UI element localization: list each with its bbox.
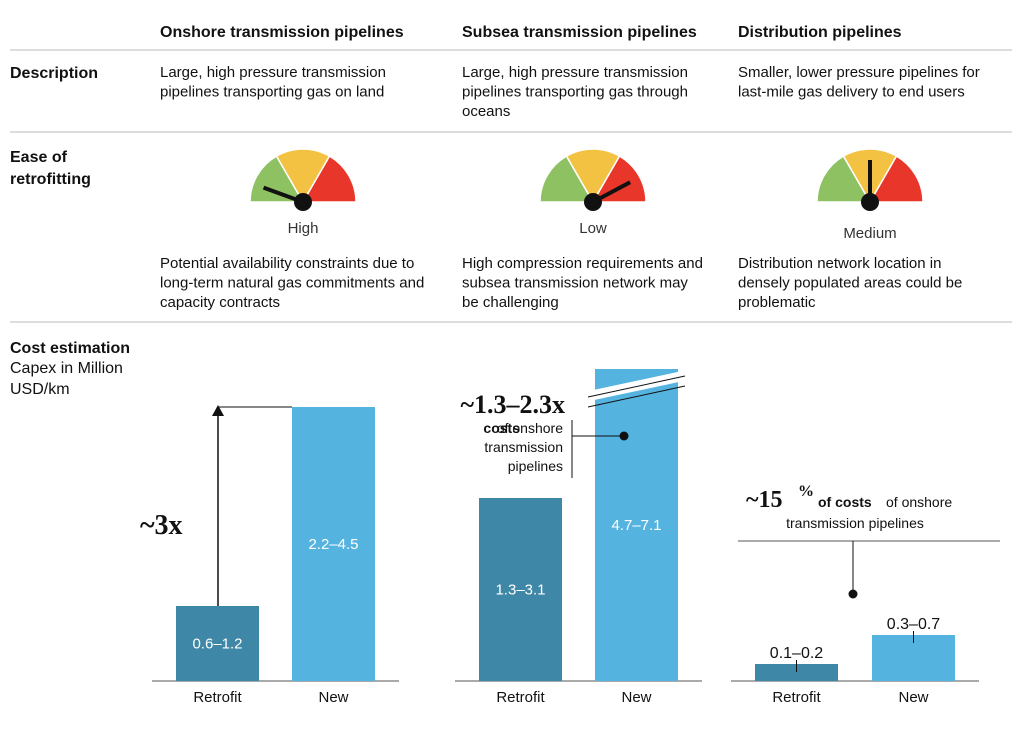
note-text: long-term natural gas commitments and bbox=[160, 275, 424, 292]
break-line bbox=[587, 375, 686, 398]
gauge-segment bbox=[816, 155, 872, 203]
gauge-segment bbox=[591, 155, 647, 203]
gauge-hub bbox=[294, 193, 312, 211]
note-text: densely populated areas could be bbox=[738, 275, 962, 292]
row-label: retrofitting bbox=[10, 171, 91, 188]
description-text: pipelines transporting gas on land bbox=[160, 84, 384, 101]
category-label: Retrofit bbox=[772, 689, 821, 706]
note-text: Distribution network location in bbox=[738, 255, 941, 272]
category-label: New bbox=[318, 689, 348, 706]
row-label: Cost estimation bbox=[10, 340, 130, 357]
gauge-segment bbox=[301, 155, 357, 203]
column-header: Distribution pipelines bbox=[738, 24, 902, 41]
bar bbox=[755, 664, 838, 681]
note-text: be challenging bbox=[462, 294, 559, 311]
multiple-sup: % bbox=[798, 483, 814, 500]
bar-label: 0.1–0.2 bbox=[770, 645, 823, 662]
note-text: Potential availability constraints due t… bbox=[160, 255, 414, 272]
break-line bbox=[587, 385, 686, 408]
connector-dot bbox=[848, 589, 858, 599]
gauge-segment bbox=[275, 148, 331, 204]
gauge-segment bbox=[249, 155, 305, 203]
annotation-text: of onshore bbox=[497, 420, 563, 436]
description-text: Large, high pressure transmission bbox=[462, 64, 688, 81]
multiple-label: ~1.3–2.3x bbox=[460, 390, 565, 419]
gauge-segment bbox=[565, 148, 621, 204]
note-text: subsea transmission network may bbox=[462, 275, 688, 292]
row-label: Ease of bbox=[10, 149, 68, 166]
row-label: Description bbox=[10, 65, 98, 82]
description-text: Large, high pressure transmission bbox=[160, 64, 386, 81]
note-text: capacity contracts bbox=[160, 294, 280, 311]
bar-label: 0.6–1.2 bbox=[192, 636, 242, 653]
bar-label: 2.2–4.5 bbox=[308, 536, 358, 553]
unit-label: USD/km bbox=[10, 381, 70, 398]
column-header: Onshore transmission pipelines bbox=[160, 24, 404, 41]
category-label: New bbox=[898, 689, 928, 706]
description-text: oceans bbox=[462, 103, 510, 120]
description-text: Smaller, lower pressure pipelines for bbox=[738, 64, 980, 81]
rating-label: High bbox=[288, 220, 319, 237]
bar-label: 0.3–0.7 bbox=[887, 616, 940, 633]
connector-dot bbox=[619, 431, 629, 441]
rating-label: Low bbox=[579, 220, 607, 237]
description-text: last-mile gas delivery to end users bbox=[738, 84, 965, 101]
gauge-hub bbox=[584, 193, 602, 211]
category-label: New bbox=[621, 689, 651, 706]
note-text: High compression requirements and bbox=[462, 255, 703, 272]
multiple-label: ~15 bbox=[746, 487, 782, 513]
column-header: Subsea transmission pipelines bbox=[462, 24, 697, 41]
bar bbox=[292, 407, 375, 681]
bar-label: 1.3–3.1 bbox=[495, 582, 545, 599]
note-text: problematic bbox=[738, 294, 816, 311]
description-text: pipelines transporting gas through bbox=[462, 84, 688, 101]
gauge-segment bbox=[868, 155, 924, 203]
annotation-text: transmission bbox=[484, 439, 563, 455]
annotation-text: of onshore bbox=[886, 494, 952, 510]
bar bbox=[595, 369, 678, 681]
rating-label: Medium bbox=[843, 225, 896, 242]
bar bbox=[176, 606, 259, 681]
bar bbox=[479, 498, 562, 681]
gauge-segment bbox=[539, 155, 595, 203]
unit-label: Capex in Million bbox=[10, 360, 123, 377]
bar-label: 4.7–7.1 bbox=[611, 517, 661, 534]
break-gap bbox=[588, 370, 688, 401]
annotation-text: transmission pipelines bbox=[786, 515, 924, 531]
multiple-label: ~3x bbox=[140, 510, 183, 541]
category-label: Retrofit bbox=[496, 689, 545, 706]
gauge-hub bbox=[861, 193, 879, 211]
arrow-head bbox=[212, 405, 224, 416]
annotation-text: pipelines bbox=[508, 458, 563, 474]
category-label: Retrofit bbox=[193, 689, 242, 706]
annotation-bold: of costs bbox=[818, 494, 872, 510]
annotation-bold: costs bbox=[483, 420, 520, 436]
